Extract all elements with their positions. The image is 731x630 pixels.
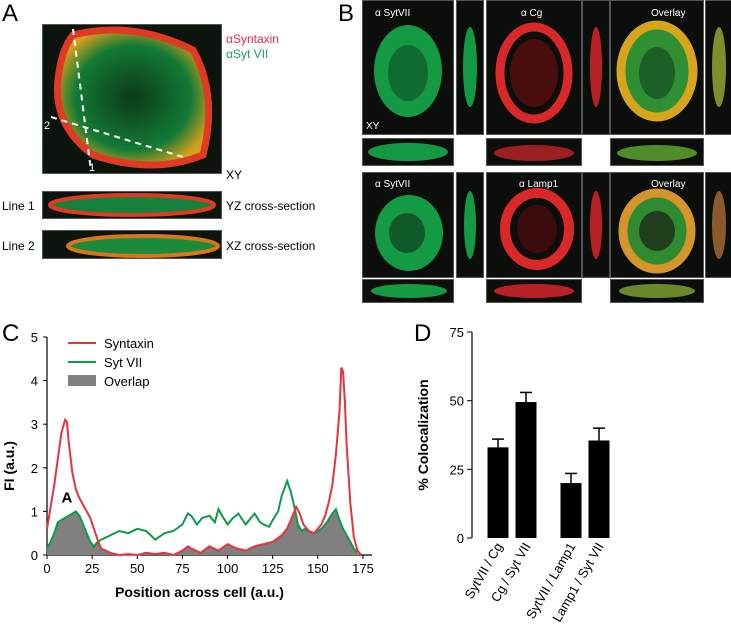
d-y-tick-label: 75 [450, 325, 464, 340]
c-x-tick-label: 150 [307, 561, 329, 576]
c-y-tick-label: 4 [31, 374, 38, 389]
d-bar [487, 447, 509, 538]
label-b-r1-c3: Overlay [651, 8, 686, 19]
xy-label-b: XY [366, 121, 380, 132]
c-legend-overlap-label: Overlap [104, 374, 150, 389]
micrograph-b-lamp1: α Lamp1 [486, 172, 582, 278]
d-y-axis-label: % Colocalization [415, 379, 431, 490]
d-y-tick-label: 50 [450, 394, 464, 409]
micrograph-a-xy: 2 1 [42, 24, 222, 174]
xy-label-a: XY [226, 168, 243, 182]
line-1-label: Line 1 [2, 199, 35, 213]
d-bar [515, 402, 537, 538]
c-y-tick-label: 3 [31, 417, 38, 432]
d-y-tick-label: 25 [450, 462, 464, 477]
micrograph-b-strip-4 [362, 279, 454, 303]
c-x-axis-label: Position across cell (a.u.) [115, 584, 284, 600]
xz-cross-section-label: XZ cross-section [226, 239, 316, 253]
micrograph-b-cg: α Cg [486, 0, 582, 135]
legend-syntaxin: αSyntaxin [226, 32, 279, 46]
d-bar [560, 483, 582, 538]
c-legend-sytvii-label: Syt VII [104, 355, 142, 370]
micrograph-a-xy-image: 2 1 [43, 25, 221, 173]
c-y-axis-label: FI (a.u.) [1, 441, 17, 491]
micrograph-b-sytvii-2: α SytVII [362, 172, 454, 278]
c-x-tick-label: 75 [175, 561, 189, 576]
c-legend-syntaxin-label: Syntaxin [104, 336, 154, 351]
c-overlap-area [47, 509, 362, 555]
micrograph-b-strip-5 [486, 279, 582, 303]
micrograph-b-overlay-1: Overlay [610, 0, 704, 135]
label-b-r1-c1: α SytVII [375, 8, 411, 19]
c-x-tick-label: 175 [352, 561, 374, 576]
panel-letter-b: B [338, 0, 355, 27]
label-b-r2-c1: α SytVII [375, 179, 411, 190]
line-2-label: Line 2 [2, 239, 35, 253]
micrograph-b-side-5 [582, 172, 610, 278]
micrograph-b-overlay-2: Overlay [610, 172, 704, 278]
panel-letter-a: A [2, 0, 19, 27]
c-y-tick-label: 5 [31, 330, 38, 345]
label-b-r1-c2: α Cg [521, 8, 543, 19]
c-y-tick-label: 2 [31, 461, 38, 476]
panel-letter-c: C [2, 320, 20, 347]
micrograph-b-strip-3 [610, 138, 704, 166]
micrograph-b-side-3 [705, 0, 731, 135]
line-2-marker: 2 [44, 120, 50, 132]
micrograph-a-yz [42, 191, 222, 219]
c-x-tick-label: 125 [262, 561, 284, 576]
label-b-r2-c2: α Lamp1 [519, 179, 559, 190]
micrograph-b-side-2 [582, 0, 610, 135]
c-legend-overlap-swatch [68, 375, 96, 386]
panel-letter-d: D [414, 320, 432, 347]
micrograph-a-xz [42, 230, 222, 259]
c-x-tick-label: 0 [43, 561, 50, 576]
micrograph-b-strip-2 [486, 138, 582, 166]
yz-cross-section-label: YZ cross-section [226, 199, 316, 213]
line-1-marker: 1 [89, 162, 95, 173]
c-syntaxin-line [46, 367, 362, 557]
micrograph-b-side-4 [456, 172, 484, 278]
c-x-tick-label: 100 [217, 561, 239, 576]
d-bar [588, 440, 610, 538]
c-y-tick-label: 1 [31, 504, 38, 519]
micrograph-b-sytvii-1: α SytVII XY [362, 0, 454, 135]
label-b-r2-c3: Overlay [651, 179, 686, 190]
c-x-tick-label: 50 [130, 561, 144, 576]
d-y-tick-label: 0 [457, 531, 464, 546]
c-x-tick-label: 25 [85, 561, 99, 576]
c-y-tick-label: 0 [31, 548, 38, 563]
micrograph-b-strip-1 [362, 138, 454, 166]
legend-sytvii: αSyt VII [226, 47, 269, 61]
micrograph-b-side-1 [456, 0, 484, 135]
micrograph-b-strip-6 [610, 279, 704, 303]
c-annotation: A [61, 490, 72, 507]
micrograph-b-side-6 [705, 172, 731, 278]
